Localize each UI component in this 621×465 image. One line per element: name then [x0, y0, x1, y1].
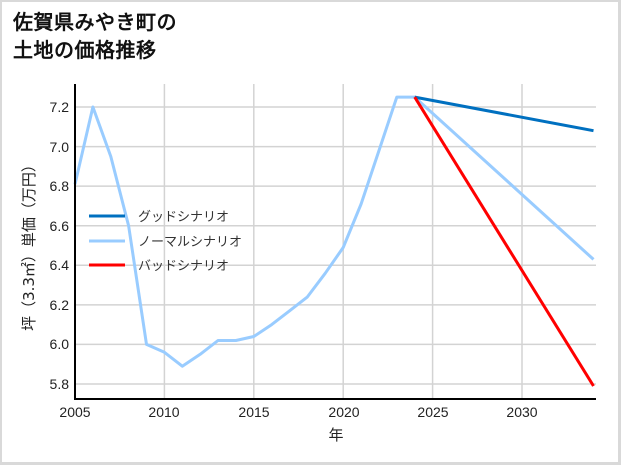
y-tick: 6.4: [50, 257, 70, 273]
y-axis-label: 坪（3.3㎡）単価（万円）: [20, 157, 38, 331]
x-axis-label: 年: [328, 426, 343, 444]
axes: [74, 84, 596, 400]
y-tick: 5.8: [50, 376, 70, 392]
y-tick: 6.2: [50, 297, 70, 313]
y-tick: 6.0: [50, 336, 70, 352]
y-tick: 6.8: [50, 178, 70, 194]
x-tick: 2030: [506, 404, 537, 420]
chart-title: 佐賀県みやき町の 土地の価格推移: [13, 8, 177, 64]
y-tick: 7.0: [50, 139, 70, 155]
series-bad-line: [413, 96, 595, 387]
grid-lines: [75, 84, 596, 399]
x-tick: 2005: [59, 404, 90, 420]
x-tick-labels: 2005 2010 2015 2020 2025 2030: [59, 404, 537, 420]
y-tick-labels: 7.2 7.0 6.8 6.6 6.4 6.2 6.0 5.8: [50, 99, 70, 392]
chart-title-line2: 土地の価格推移: [13, 38, 157, 62]
chart-title-line1: 佐賀県みやき町の: [13, 10, 177, 34]
x-tick: 2015: [238, 404, 269, 420]
x-tick: 2025: [417, 404, 448, 420]
legend-label-normal: ノーマルシナリオ: [138, 235, 242, 250]
legend: グッドシナリオ ノーマルシナリオ バッドシナリオ: [89, 210, 242, 274]
y-tick: 7.2: [50, 99, 70, 115]
series-good-line: [414, 95, 594, 133]
y-tick: 6.6: [50, 218, 70, 234]
x-tick: 2010: [148, 404, 179, 420]
legend-label-bad: バッドシナリオ: [138, 259, 229, 274]
x-tick: 2020: [328, 404, 359, 420]
legend-label-good: グッドシナリオ: [138, 210, 229, 225]
series-normal-line: [73, 95, 595, 368]
series-lines: [73, 95, 595, 387]
